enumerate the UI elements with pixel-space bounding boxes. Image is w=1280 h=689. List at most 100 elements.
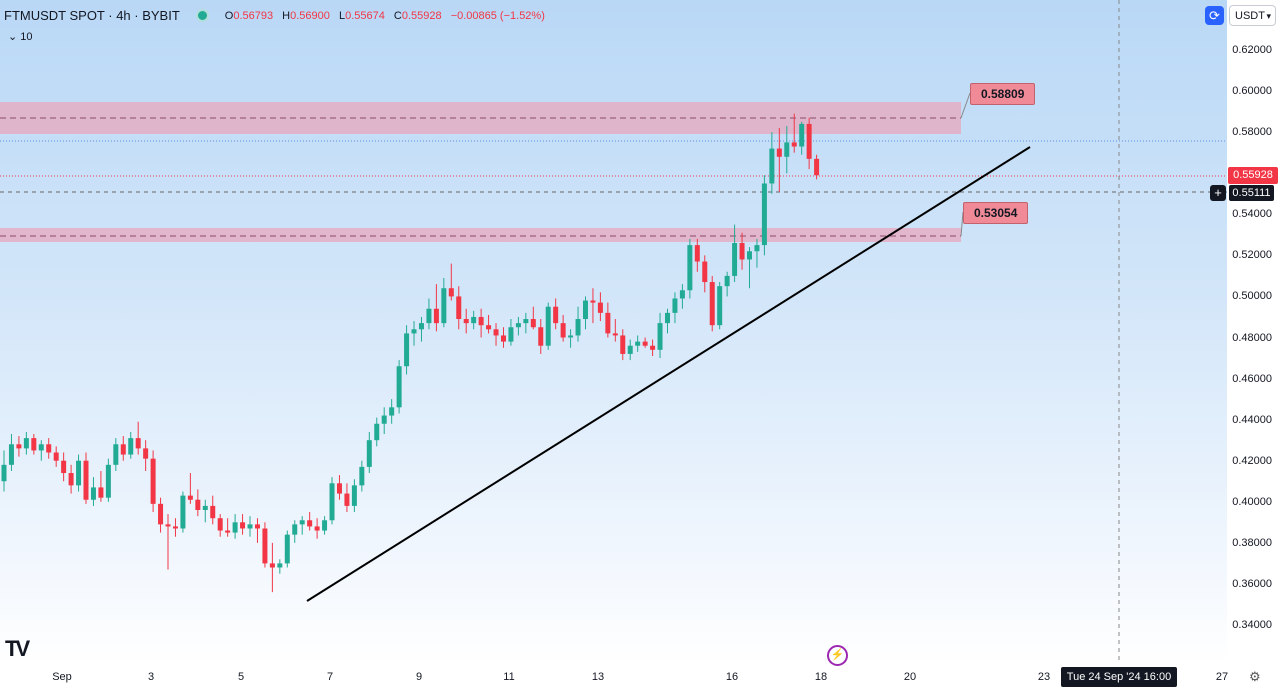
candle-body[interactable] xyxy=(642,341,648,346)
candle-body[interactable] xyxy=(135,438,141,449)
candle-body[interactable] xyxy=(396,366,402,408)
candle-body[interactable] xyxy=(284,534,290,564)
candle-body[interactable] xyxy=(247,524,253,529)
candle-body[interactable] xyxy=(769,148,775,184)
candle-body[interactable] xyxy=(336,483,342,494)
candle-body[interactable] xyxy=(38,444,44,451)
candle-body[interactable] xyxy=(53,452,59,461)
candle-body[interactable] xyxy=(277,563,283,568)
candle-body[interactable] xyxy=(590,300,596,303)
candle-body[interactable] xyxy=(187,495,193,500)
candle-body[interactable] xyxy=(582,300,588,320)
candle-body[interactable] xyxy=(575,319,581,336)
candle-body[interactable] xyxy=(709,282,715,326)
candle-body[interactable] xyxy=(679,290,685,299)
candle-body[interactable] xyxy=(664,312,670,324)
candle-body[interactable] xyxy=(240,522,246,529)
candle-body[interactable] xyxy=(68,473,74,486)
symbol-title[interactable]: FTMUSDT SPOT · 4h · BYBIT xyxy=(4,8,180,23)
candle-body[interactable] xyxy=(128,438,134,455)
candle-body[interactable] xyxy=(411,329,417,334)
candle-body[interactable] xyxy=(8,444,14,465)
candle-body[interactable] xyxy=(463,319,469,324)
candle-body[interactable] xyxy=(687,245,693,291)
candle-body[interactable] xyxy=(456,296,462,320)
chart-area[interactable] xyxy=(0,0,1227,664)
flash-icon[interactable]: ⚡ xyxy=(827,645,848,666)
candle-body[interactable] xyxy=(538,327,544,346)
candle-body[interactable] xyxy=(493,329,499,336)
candle-body[interactable] xyxy=(754,245,760,252)
candle-body[interactable] xyxy=(791,142,797,147)
candle-body[interactable] xyxy=(500,335,506,342)
candle-body[interactable] xyxy=(202,505,208,510)
candle-body[interactable] xyxy=(605,312,611,334)
candle-body[interactable] xyxy=(23,438,29,449)
candle-body[interactable] xyxy=(299,520,305,525)
candle-body[interactable] xyxy=(262,528,268,564)
candle-body[interactable] xyxy=(724,275,730,287)
candle-body[interactable] xyxy=(404,333,410,367)
candle-body[interactable] xyxy=(98,487,104,498)
candle-body[interactable] xyxy=(530,319,536,328)
candle-body[interactable] xyxy=(478,316,484,326)
level-label-upper[interactable]: 0.58809 xyxy=(970,83,1036,105)
candle-body[interactable] xyxy=(739,243,745,260)
candle-body[interactable] xyxy=(612,333,618,336)
candle-body[interactable] xyxy=(292,524,298,535)
candle-body[interactable] xyxy=(329,483,335,521)
indicator-toggle[interactable]: ⌄ 10 xyxy=(8,31,33,43)
candle-body[interactable] xyxy=(761,183,767,246)
sync-icon[interactable]: ⟳ xyxy=(1205,6,1224,25)
candle-body[interactable] xyxy=(486,325,492,330)
candle-body[interactable] xyxy=(158,503,164,525)
candle-body[interactable] xyxy=(747,251,752,260)
candle-body[interactable] xyxy=(322,520,328,531)
candle-body[interactable] xyxy=(418,323,424,330)
candle-body[interactable] xyxy=(90,487,96,500)
candle-body[interactable] xyxy=(620,335,626,354)
candle-body[interactable] xyxy=(776,148,782,157)
candle-body[interactable] xyxy=(799,123,805,147)
market-status-icon[interactable] xyxy=(195,9,209,22)
candle-body[interactable] xyxy=(702,261,708,283)
candle-body[interactable] xyxy=(694,245,700,262)
candle-body[interactable] xyxy=(210,505,216,519)
candle-body[interactable] xyxy=(441,288,447,324)
candle-body[interactable] xyxy=(143,448,149,459)
candle-body[interactable] xyxy=(83,460,89,500)
candle-body[interactable] xyxy=(381,415,387,424)
candle-body[interactable] xyxy=(150,458,156,504)
candle-body[interactable] xyxy=(76,460,82,486)
candle-body[interactable] xyxy=(269,563,275,568)
candle-body[interactable] xyxy=(120,444,126,455)
candle-body[interactable] xyxy=(523,319,529,324)
candle-body[interactable] xyxy=(307,520,313,527)
candle-body[interactable] xyxy=(568,335,574,338)
candle-body[interactable] xyxy=(635,341,641,346)
candle-body[interactable] xyxy=(366,440,372,467)
candle-body[interactable] xyxy=(657,323,663,350)
candle-body[interactable] xyxy=(732,243,738,276)
candle-body[interactable] xyxy=(717,286,723,326)
candle-body[interactable] xyxy=(1,464,7,482)
candle-body[interactable] xyxy=(784,142,790,157)
price-axis[interactable]: 0.620000.600000.580000.560000.540000.520… xyxy=(1227,0,1280,664)
currency-select[interactable]: USDT ▾ xyxy=(1229,5,1276,26)
tradingview-logo[interactable]: TV xyxy=(5,636,30,661)
candle-body[interactable] xyxy=(46,444,52,453)
candle-body[interactable] xyxy=(553,306,559,324)
candlestick-chart[interactable] xyxy=(0,0,1227,664)
candle-body[interactable] xyxy=(314,526,320,531)
candle-body[interactable] xyxy=(597,302,603,313)
candle-body[interactable] xyxy=(806,123,812,159)
candle-body[interactable] xyxy=(426,308,432,324)
support-zone[interactable] xyxy=(0,228,961,242)
candle-body[interactable] xyxy=(105,464,111,498)
candle-body[interactable] xyxy=(471,316,477,324)
add-alert-icon[interactable]: + xyxy=(1210,185,1226,201)
candle-body[interactable] xyxy=(254,524,260,529)
candle-body[interactable] xyxy=(61,460,67,474)
candle-body[interactable] xyxy=(225,530,231,533)
candle-body[interactable] xyxy=(508,327,514,342)
